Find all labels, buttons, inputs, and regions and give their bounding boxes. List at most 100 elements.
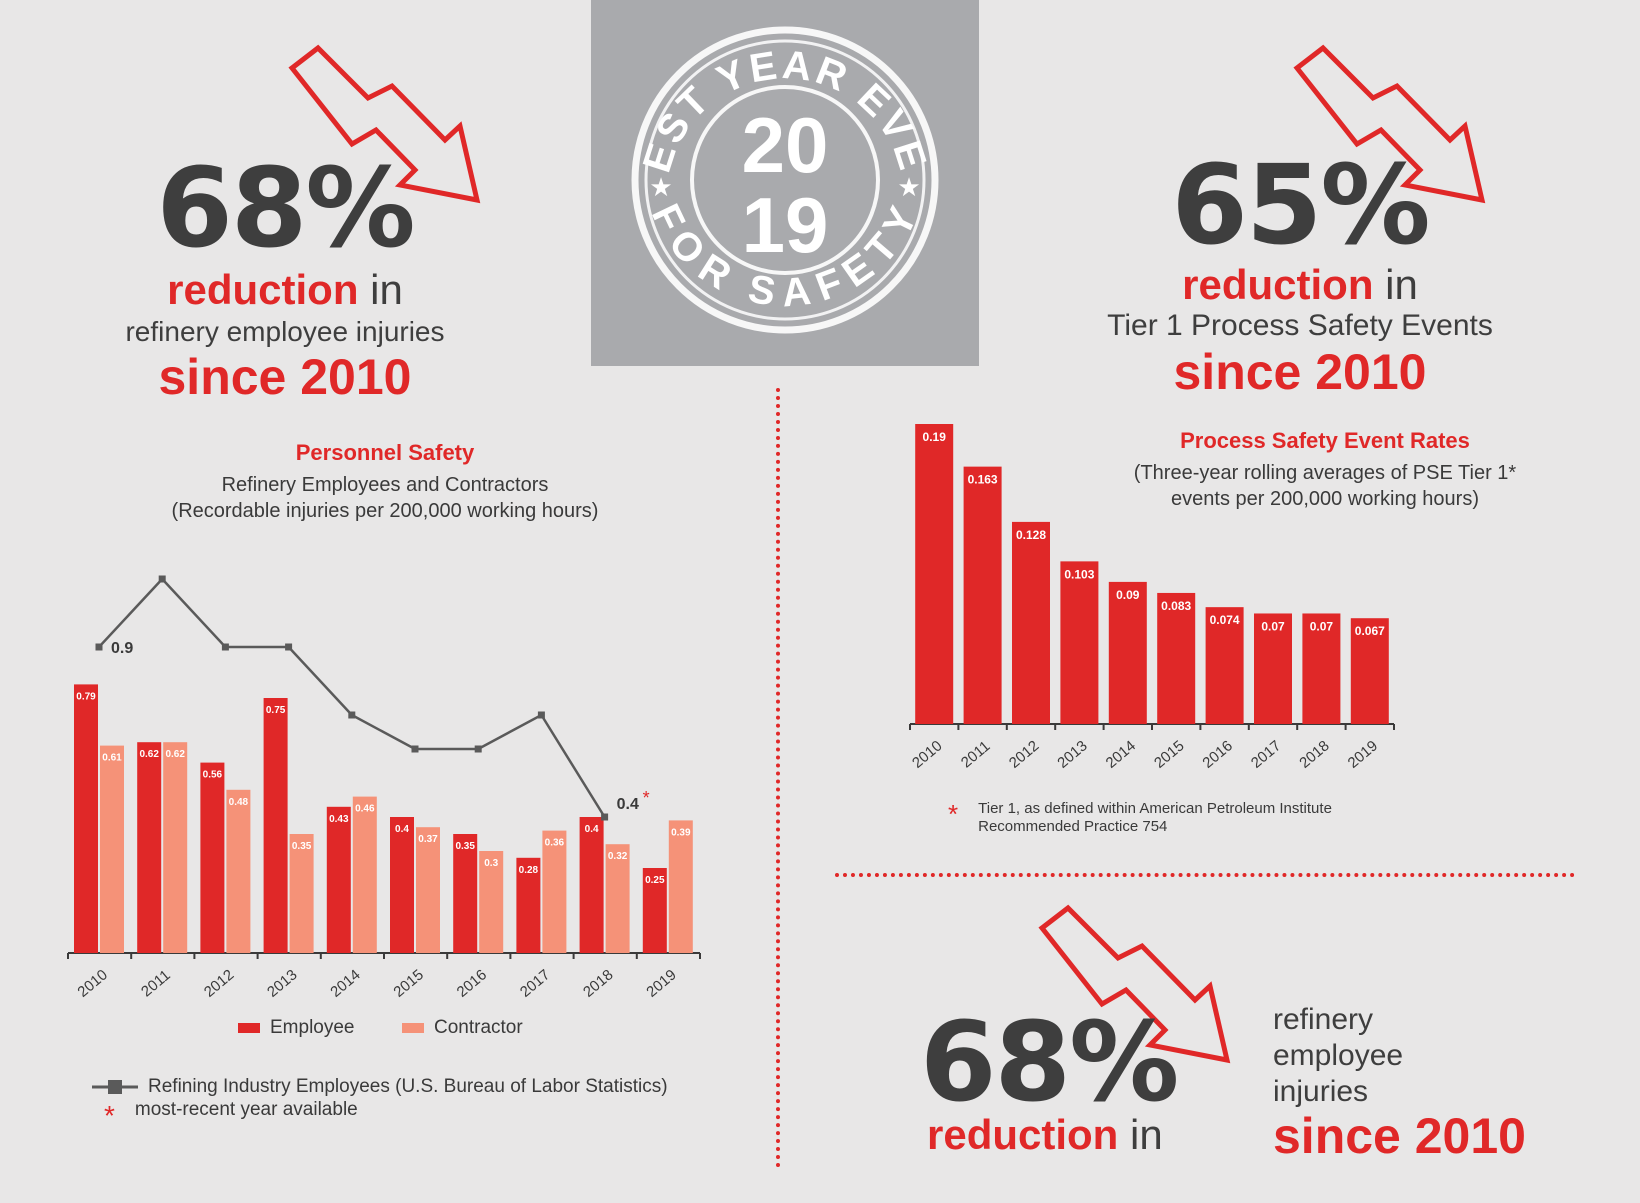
pse-title: Process Safety Event Rates [1180,428,1470,453]
employee-bar [74,684,98,953]
pse-value-label: 0.083 [1161,599,1191,613]
employee-bar [390,817,414,953]
down-arrow-icon [1293,44,1486,204]
x-tick-label: 2010 [74,966,110,1000]
employee-value-label: 0.43 [329,814,349,825]
stat-left-in: in [370,266,403,313]
stat-right-percent: 65% [1171,141,1430,269]
stat-bottom-reduction: reduction [927,1111,1119,1158]
badge-year-bottom: 19 [742,181,829,269]
bls-point [474,745,482,753]
x-tick-label: 2010 [909,737,945,771]
asterisk-icon: * [643,788,650,808]
pse-header: Process Safety Event Rates (Three-year r… [1090,428,1560,512]
stat-left-since: since 2010 [158,349,412,405]
stat-bottom-desc-3: injuries [1273,1075,1369,1108]
x-tick-label: 2017 [517,966,553,1000]
personnel-subtitle-1: Refinery Employees and Contractors [221,474,549,496]
contractor-bar [668,820,693,953]
pse-bar [1012,521,1050,724]
contractor-bar [100,745,124,953]
footnote-personnel: * most-recent year available [104,1099,358,1130]
x-tick-label: 2013 [1054,737,1090,771]
x-tick-label: 2019 [643,966,679,1000]
legend-contractor-swatch [402,1023,424,1033]
stat-right-desc: Tier 1 Process Safety Events [1107,309,1493,342]
down-arrow-icon [288,44,481,204]
pse-value-label: 0.103 [1064,567,1094,581]
pse-bar [1302,613,1341,724]
contractor-value-label: 0.62 [165,749,185,760]
employee-bar [326,806,351,953]
pse-value-label: 0.07 [1261,619,1285,633]
employee-bar [200,762,225,953]
contractor-value-label: 0.61 [102,753,122,764]
footnote-pse-line-2: Recommended Practice 754 [978,818,1168,835]
employee-bar [137,742,162,953]
employee-value-label: 0.25 [645,875,665,886]
employee-bar [642,868,667,953]
asterisk-icon: * [948,799,959,829]
bls-point [158,575,166,583]
legend-contractor-label: Contractor [434,1017,523,1038]
personnel-chart: 0.79 0.61 2010 0.62 0.62 2011 0.56 0.48 2012 0.75… [67,575,701,1001]
stat-right-reduction: reduction [1182,261,1374,308]
pse-value-label: 0.074 [1210,613,1240,627]
employee-value-label: 0.4 [395,824,409,835]
bls-point [221,643,229,651]
contractor-value-label: 0.32 [608,851,628,862]
pse-bar [1254,613,1292,724]
legend-employee-swatch [238,1023,260,1033]
pse-value-label: 0.07 [1310,619,1334,633]
contractor-value-label: 0.46 [355,804,375,815]
pse-value-label: 0.067 [1355,624,1385,638]
x-tick-label: 2016 [1199,737,1235,771]
employee-value-label: 0.62 [139,749,159,760]
stat-bottom-since: since 2010 [1273,1108,1526,1164]
x-tick-label: 2015 [390,966,426,1000]
pse-value-label: 0.09 [1116,588,1140,602]
x-tick-label: 2014 [1103,737,1139,771]
pse-chart: 0.19 2010 0.163 2011 0.128 2012 0.103 2013 0.09 2… [909,424,1395,772]
pse-value-label: 0.163 [968,473,998,487]
contractor-value-label: 0.36 [545,838,565,849]
bls-point [285,643,293,651]
stat-left-percent: 68% [156,144,415,272]
pse-bar [963,466,1002,724]
pse-bar [1205,607,1244,724]
employee-value-label: 0.56 [203,770,223,781]
x-tick-label: 2014 [327,966,363,1000]
pse-subtitle-2: events per 200,000 working hours) [1171,488,1479,510]
pse-bar [915,424,954,724]
pse-bar [1157,592,1196,724]
x-tick-label: 2012 [201,966,237,1000]
contractor-value-label: 0.35 [292,841,312,852]
contractor-bar [352,796,377,953]
down-arrow-icon [1038,904,1231,1064]
contractor-bar [226,789,251,953]
employee-bar [263,698,288,953]
employee-bar [579,817,604,953]
x-tick-label: 2017 [1248,737,1284,771]
employee-value-label: 0.28 [519,865,539,876]
contractor-value-label: 0.39 [671,827,691,838]
employee-value-label: 0.35 [455,841,475,852]
stat-bottom-reduction-line: reduction in [927,1110,1163,1160]
x-tick-label: 2018 [580,966,616,1000]
contractor-bar [416,827,440,953]
bls-point [95,643,103,651]
x-tick-label: 2019 [1345,737,1381,771]
contractor-value-label: 0.37 [418,834,438,845]
employee-bar [453,834,478,953]
employee-bar [516,857,541,953]
x-tick-label: 2016 [454,966,490,1000]
footnote-pse: * Tier 1, as defined within American Pet… [948,800,1332,836]
stat-left-desc: refinery employee injuries [125,316,445,347]
employee-value-label: 0.79 [76,691,96,702]
stat-bottom-desc-2: employee [1273,1039,1404,1072]
stat-right: 65% reduction in Tier 1 Process Safety E… [1075,148,1525,400]
legend-employee: Employee [238,1017,355,1039]
stat-bottom-desc: refinery employee injuries [1273,1002,1403,1110]
footnote-personnel-text: most-recent year available [134,1099,358,1120]
x-tick-label: 2011 [138,967,174,1001]
